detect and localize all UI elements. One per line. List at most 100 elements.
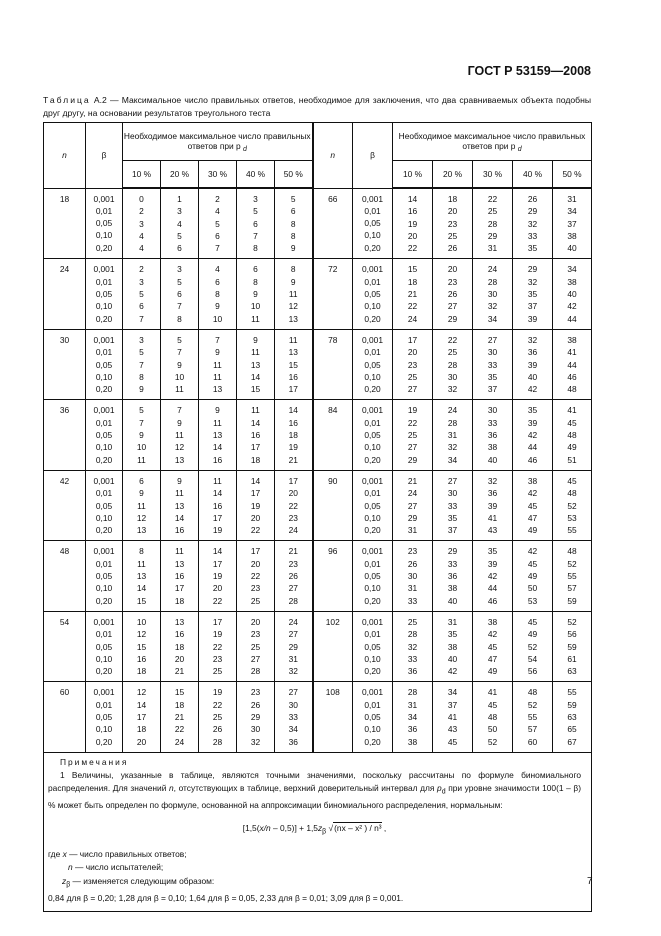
count-value: 4 (215, 206, 220, 217)
count-value: 32 (288, 666, 298, 677)
count-value: 14 (250, 417, 261, 428)
count-value: 16 (174, 571, 185, 582)
col-group-header: Необходимое максимальное число правильны… (122, 122, 314, 161)
count-value: 17 (288, 384, 298, 395)
count-value: 29 (447, 313, 458, 324)
count-value: 16 (250, 430, 261, 441)
count-value: 31 (407, 583, 418, 594)
beta-value: 0,10 (95, 230, 113, 241)
beta-values: 0,001 0,01 0,05 0,10 0,20 (85, 540, 123, 612)
beta-values: 0,001 0,01 0,05 0,10 0,20 (352, 540, 393, 612)
pct-values: 24 28 30 32 34 (472, 258, 513, 330)
beta-value: 0,10 (95, 512, 113, 523)
pct-values: 35 39 42 44 46 (472, 540, 513, 612)
count-value: 49 (487, 666, 498, 677)
beta-value: 0,05 (364, 711, 381, 722)
beta-value: 0,01 (364, 558, 381, 569)
pct-header: 20 % (432, 160, 473, 189)
count-value: 5 (215, 218, 220, 229)
count-value: 12 (136, 629, 147, 640)
count-value: 52 (487, 736, 498, 747)
count-value: 11 (213, 417, 222, 428)
count-value: 11 (251, 313, 260, 324)
z-values: 0,84 для β = 0,20; 1,28 для β = 0,10; 1,… (48, 892, 404, 903)
count-value: 6 (139, 475, 144, 486)
pct-values: 24 27 29 31 32 (274, 610, 314, 683)
count-value: 3 (177, 264, 182, 275)
pct-values: 7 9 11 11 13 (198, 328, 237, 401)
beta-value: 0,20 (95, 595, 113, 606)
count-value: 42 (527, 546, 538, 557)
count-value: 28 (407, 687, 418, 698)
count-value: 19 (212, 525, 223, 536)
count-value: 12 (288, 301, 298, 312)
notes-title: Примечания (60, 756, 129, 767)
count-value: 11 (288, 289, 298, 300)
beta-value: 0,001 (362, 193, 383, 204)
n-label: 60 (59, 687, 70, 698)
count-value: 9 (139, 384, 144, 395)
count-value: 5 (139, 405, 144, 416)
n-value: 36 (43, 399, 86, 471)
count-value: 28 (447, 417, 458, 428)
count-value: 33 (288, 711, 298, 722)
count-value: 11 (137, 558, 146, 569)
count-value: 31 (407, 699, 418, 710)
count-value: 20 (174, 653, 185, 664)
col-n-header: n (43, 122, 86, 189)
pct-values: 22 25 28 29 31 (472, 187, 513, 260)
beta-value: 0,01 (95, 699, 113, 710)
beta-value: 0,001 (362, 616, 383, 627)
count-value: 29 (407, 512, 418, 523)
n-label: 42 (59, 475, 70, 486)
beta-value: 0,10 (364, 512, 381, 523)
pct-values: 4 6 8 9 10 (198, 258, 237, 330)
n-value: 66 (312, 187, 353, 260)
count-value: 38 (487, 442, 498, 453)
beta-value: 0,001 (362, 405, 383, 416)
count-value: 35 (487, 546, 498, 557)
count-value: 28 (407, 629, 418, 640)
count-value: 14 (250, 475, 261, 486)
count-value: 15 (250, 384, 261, 395)
count-value: 28 (250, 666, 261, 677)
count-value: 63 (567, 711, 577, 722)
count-value: 31 (567, 194, 577, 204)
pct-values: 45 49 52 54 56 (512, 610, 553, 683)
beta-value: 0,05 (95, 359, 113, 370)
beta-value: 0,01 (364, 417, 381, 428)
count-value: 47 (487, 653, 498, 664)
count-value: 16 (212, 454, 223, 465)
pct-values: 17 19 22 23 25 (198, 610, 237, 683)
beta-value: 0,001 (93, 193, 115, 204)
beta-value: 0,05 (364, 641, 381, 652)
pct-values: 8 9 11 12 13 (274, 258, 314, 330)
beta-value: 0,05 (95, 218, 113, 229)
beta-value: 0,20 (364, 666, 381, 677)
count-value: 23 (250, 583, 261, 594)
count-value: 11 (175, 488, 184, 499)
count-value: 15 (288, 359, 298, 370)
count-value: 25 (250, 641, 261, 652)
n-label: 102 (325, 616, 340, 627)
count-value: 18 (174, 641, 185, 652)
count-value: 37 (567, 218, 577, 229)
count-value: 38 (527, 475, 538, 486)
count-value: 34 (288, 724, 298, 735)
count-value: 30 (487, 289, 498, 300)
count-value: 33 (407, 653, 418, 664)
count-value: 19 (212, 687, 223, 698)
count-value: 8 (290, 218, 296, 229)
count-value: 23 (447, 276, 458, 287)
pct-values: 19 22 25 26 28 (198, 681, 237, 753)
count-value: 19 (212, 629, 223, 640)
count-value: 27 (447, 475, 458, 486)
count-value: 28 (487, 218, 498, 229)
count-value: 49 (567, 442, 577, 453)
beta-value: 0,10 (364, 724, 381, 735)
beta-value: 0,20 (95, 242, 113, 253)
count-value: 53 (527, 595, 538, 606)
pct-values: 48 52 55 57 59 (552, 540, 592, 612)
count-value: 56 (527, 666, 538, 677)
count-value: 36 (288, 736, 298, 747)
